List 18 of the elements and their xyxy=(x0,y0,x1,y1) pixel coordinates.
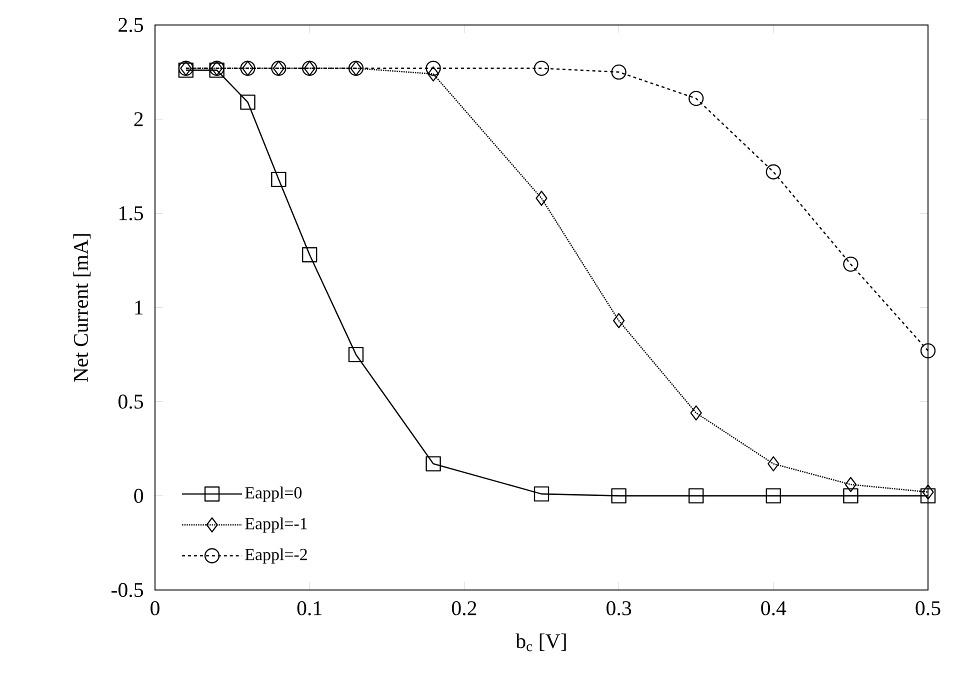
legend-label: Eappl=-1 xyxy=(245,517,307,533)
x-tick-label: 0.5 xyxy=(916,601,940,616)
x-tick-label: 0.1 xyxy=(297,601,322,616)
legend-label: Eappl=-2 xyxy=(245,548,307,564)
y-tick-label: 0 xyxy=(134,488,144,503)
x-tick-label: 0.4 xyxy=(761,601,786,616)
y-tick-label: 1.5 xyxy=(120,206,144,220)
x-axis-title: b$_{c}$ [V] xyxy=(516,634,566,652)
y-tick-label: 2.5 xyxy=(118,18,144,32)
y-tick-label: 2 xyxy=(134,112,143,126)
legend-label: Eappl=0 xyxy=(245,486,302,502)
x-tick-label: 0.3 xyxy=(606,601,632,616)
x-tick-label: 0.2 xyxy=(452,601,476,616)
x-tick-label: 0 xyxy=(150,601,160,616)
y-tick-label: -0.5 xyxy=(112,582,144,598)
y-tick-label: 0.5 xyxy=(118,394,144,409)
y-tick-label: 1 xyxy=(135,300,143,314)
y-axis-title: Net Current [mA] xyxy=(73,234,91,382)
